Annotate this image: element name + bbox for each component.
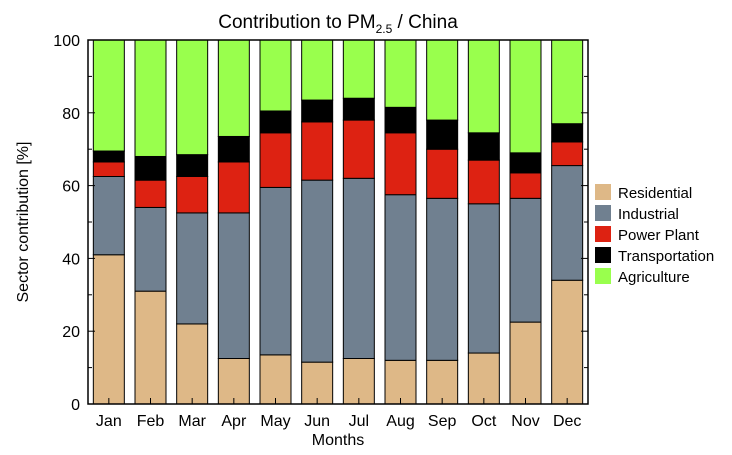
bar-segment-agriculture [134,39,167,157]
legend-swatch-transportation [595,247,611,263]
y-tick-label: 60 [62,179,80,196]
bar-segment-residential [551,279,584,405]
bar-segment-agriculture [259,39,292,112]
bar-segment-power-plant [92,161,125,178]
bar-segment-power-plant [217,161,250,214]
x-tick-label: Mar [178,413,206,430]
x-tick-label: Sep [428,413,457,430]
bar-segment-transportation [509,152,542,174]
x-tick-label: Dec [553,413,581,430]
bar-segment-residential [426,359,459,405]
y-axis-label: Sector contribution [%] [15,142,32,303]
bar-segment-power-plant [301,121,334,181]
bar-segment-industrial [551,165,584,281]
bar-segment-residential [217,358,250,405]
bar-segment-power-plant [176,176,209,214]
bar-segment-residential [259,354,292,405]
x-axis-label: Months [312,432,364,449]
bar-segment-residential [176,323,209,405]
bar-segment-agriculture [301,39,334,101]
bar-segment-agriculture [551,39,584,125]
bar-segment-transportation [259,110,292,134]
legend-label: Power Plant [618,227,700,244]
bar-segment-industrial [509,197,542,323]
y-tick-label: 40 [62,251,80,268]
legend-swatch-residential [595,184,611,200]
plot-area: Jan Feb Mar Apr May Jun Jul Aug Sep Oct Nov Dec 0 20 4… [53,33,589,430]
bar-segment-residential [509,321,542,405]
bar-segment-residential [467,352,500,405]
bar-segment-agriculture [384,39,417,108]
bar-segment-transportation [176,154,209,178]
x-tick-label: Jan [96,413,122,430]
y-tick-label: 0 [71,397,80,414]
legend-label: Industrial [618,206,679,223]
bar-segment-industrial [301,179,334,363]
y-tick-label: 100 [53,33,80,50]
x-tick-label: Oct [471,413,496,430]
x-tick-label: Jul [349,413,369,430]
chart-title: Contribution to PM2.5 / China [218,12,458,36]
bar-segment-industrial [342,177,375,359]
bar-segment-industrial [217,212,250,359]
bar-segment-power-plant [467,159,500,205]
bar-segment-industrial [259,186,292,356]
bar-segment-transportation [301,99,334,123]
bar-segment-agriculture [509,39,542,154]
bar-segment-power-plant [551,141,584,167]
bar-segment-transportation [134,155,167,181]
bar-segment-power-plant [509,172,542,199]
x-tick-label: May [260,413,290,430]
bar-segment-residential [301,361,334,405]
legend-label: Agriculture [618,269,690,286]
x-tick-label: Apr [221,413,247,430]
bar-segment-industrial [176,212,209,325]
chart-title-suffix: / China [392,12,458,33]
bar-segment-agriculture [217,39,250,137]
legend-swatch-industrial [595,205,611,221]
x-tick-label: Aug [386,413,414,430]
chart-title-prefix: Contribution to PM [218,12,375,33]
legend: Residential Industrial Power Plant Transpor… [595,184,714,286]
bar-segment-industrial [426,197,459,361]
legend-label: Residential [618,185,692,202]
bar-segment-industrial [92,176,125,256]
bar-segment-agriculture [467,39,500,134]
x-tick-label: Jun [304,413,330,430]
plot-frame [87,39,589,405]
bar-segment-power-plant [384,132,417,196]
bar-segment-power-plant [134,179,167,208]
bar-segment-agriculture [176,39,209,156]
bar-segment-industrial [384,194,417,361]
bar-segment-residential [134,290,167,405]
bar-segment-agriculture [342,39,375,99]
x-tick-label: Feb [137,413,165,430]
bar-segment-transportation [92,150,125,163]
legend-swatch-power-plant [595,226,611,242]
bar-segment-residential [92,254,125,405]
bar-segment-transportation [467,132,500,161]
bar-segment-power-plant [426,148,459,199]
bar-segment-residential [342,358,375,405]
legend-label: Transportation [618,248,714,265]
x-tick-label: Nov [511,413,539,430]
y-tick-label: 20 [62,324,80,341]
bar-segment-transportation [342,97,375,121]
bar-segment-transportation [551,123,584,143]
bar-segment-power-plant [342,119,375,179]
bar-segment-transportation [384,106,417,134]
chart-title-subscript: 2.5 [376,22,393,36]
bar-segment-agriculture [92,39,125,152]
y-tick-label: 80 [62,106,80,123]
bar-segment-transportation [217,135,250,163]
bar-segment-transportation [426,119,459,150]
bar-segment-industrial [134,206,167,292]
bar-segment-residential [384,359,417,405]
bar-segment-power-plant [259,132,292,188]
bar-segment-industrial [467,203,500,354]
bar-segment-agriculture [426,39,459,121]
legend-swatch-agriculture [595,268,611,284]
